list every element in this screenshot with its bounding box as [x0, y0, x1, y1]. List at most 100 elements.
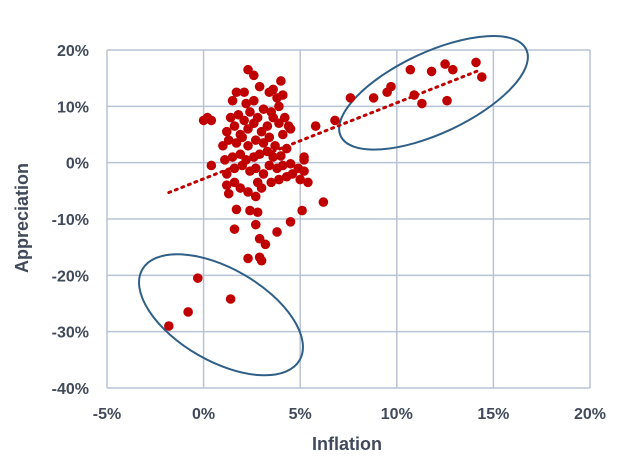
data-point	[249, 95, 259, 106]
data-point	[386, 81, 396, 92]
data-point	[303, 177, 313, 188]
data-point	[250, 135, 261, 145]
x-axis-title: Inflation	[312, 434, 382, 454]
data-point	[229, 121, 240, 131]
data-point	[258, 104, 269, 114]
data-point	[274, 101, 284, 112]
data-point	[245, 205, 255, 216]
data-point	[225, 294, 236, 304]
data-point	[220, 155, 230, 165]
data-point	[254, 81, 265, 92]
data-point	[471, 57, 481, 68]
data-point	[268, 152, 278, 162]
y-tick-label: -10%	[52, 212, 89, 229]
highlight-ellipse	[138, 253, 304, 377]
data-point	[295, 174, 306, 185]
data-point	[426, 66, 437, 77]
highlight-ellipses	[138, 35, 529, 377]
data-points	[164, 57, 487, 331]
data-point	[227, 95, 238, 106]
y-tick-label: 20%	[57, 43, 89, 60]
data-point	[252, 112, 263, 123]
data-point	[285, 158, 296, 169]
data-point	[258, 169, 269, 179]
data-point	[256, 255, 267, 266]
data-point	[229, 224, 240, 234]
data-point	[250, 163, 261, 174]
data-point	[270, 140, 280, 151]
data-point	[368, 93, 379, 103]
data-point	[206, 115, 217, 126]
data-point	[254, 233, 265, 244]
data-point	[266, 107, 277, 117]
data-point	[183, 307, 193, 317]
data-point	[241, 98, 251, 109]
data-point	[243, 253, 253, 264]
y-tick-label: -20%	[52, 268, 89, 285]
data-point	[223, 135, 234, 145]
data-point	[442, 95, 452, 106]
highlight-ellipse	[338, 35, 529, 151]
data-point	[409, 90, 419, 100]
data-point	[249, 70, 259, 81]
data-point	[272, 227, 282, 237]
data-point	[477, 72, 487, 82]
data-point	[227, 152, 238, 162]
data-point	[243, 187, 253, 197]
data-point	[223, 188, 234, 199]
data-point	[193, 273, 203, 283]
data-point	[252, 207, 263, 218]
y-tick-label: -30%	[52, 325, 89, 342]
data-point	[279, 112, 290, 123]
data-point	[243, 140, 253, 151]
x-tick-label: 15%	[477, 406, 509, 423]
data-point	[221, 180, 232, 190]
x-tick-label: 10%	[381, 406, 413, 423]
data-point	[293, 163, 304, 174]
data-point	[245, 107, 255, 117]
x-axis-ticks: -5% 0% 5% 10% 15% 20%	[93, 406, 606, 423]
trendline	[167, 69, 480, 195]
y-axis-ticks: -40% -30% -20% -10% 0% 10% 20%	[52, 43, 89, 398]
data-point	[318, 197, 329, 207]
grid-lines	[106, 49, 591, 389]
data-point	[206, 160, 217, 171]
x-tick-label: 5%	[289, 406, 312, 423]
y-tick-label: 0%	[66, 156, 89, 173]
data-point	[299, 152, 309, 162]
data-point	[221, 169, 232, 179]
data-point	[281, 143, 292, 154]
x-tick-label: 20%	[574, 406, 606, 423]
data-point	[345, 93, 356, 103]
data-point	[225, 112, 236, 123]
data-point	[448, 64, 458, 75]
y-tick-label: 10%	[57, 99, 89, 116]
data-point	[278, 129, 288, 140]
data-point	[310, 121, 321, 131]
data-point	[264, 132, 275, 143]
trendline-layer	[167, 69, 480, 195]
data-point	[274, 174, 284, 185]
x-tick-label: 0%	[192, 406, 215, 423]
data-point	[285, 217, 296, 227]
data-point	[262, 121, 273, 131]
data-point	[268, 84, 278, 95]
data-point	[297, 205, 307, 216]
data-point	[250, 219, 261, 230]
data-point	[266, 177, 277, 188]
y-tick-label: -40%	[52, 381, 89, 398]
data-point	[405, 64, 416, 75]
data-point	[278, 160, 288, 171]
data-point	[254, 149, 265, 160]
data-point	[250, 191, 261, 202]
data-point	[231, 87, 242, 98]
data-point	[239, 115, 249, 126]
data-point	[221, 126, 232, 137]
data-point	[264, 160, 275, 171]
data-point	[330, 115, 340, 126]
data-point	[276, 76, 286, 86]
data-point	[235, 183, 246, 193]
data-point	[252, 177, 263, 188]
data-point	[241, 155, 251, 165]
